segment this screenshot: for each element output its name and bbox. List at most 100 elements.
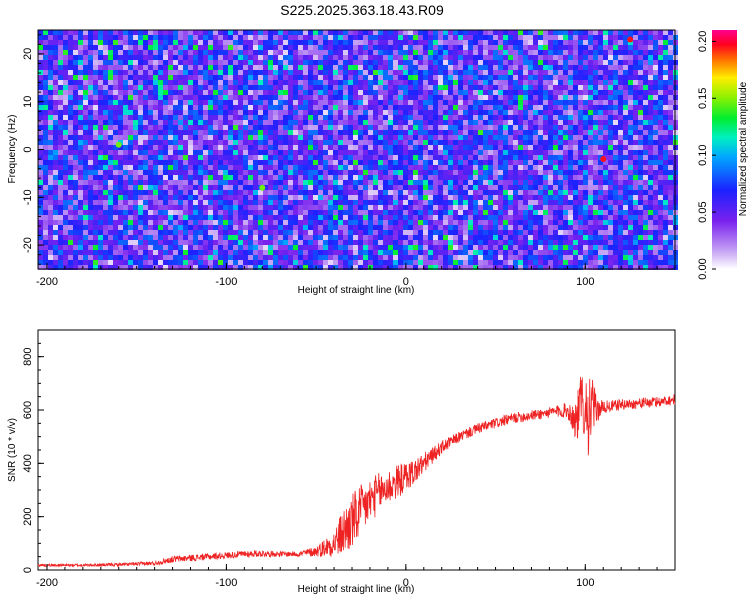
spectrogram-cell bbox=[43, 180, 48, 185]
spectrogram-cell bbox=[383, 95, 388, 100]
spectrogram-cell bbox=[468, 175, 473, 180]
spectrogram-cell bbox=[303, 205, 308, 210]
spectrogram-cell bbox=[508, 175, 513, 180]
spectrogram-cell bbox=[398, 80, 403, 85]
spectrogram-cell bbox=[548, 185, 553, 190]
spectrogram-cell bbox=[368, 100, 373, 105]
spectrogram-cell bbox=[428, 30, 433, 35]
spectrogram-cell bbox=[488, 55, 493, 60]
spectrogram-cell bbox=[323, 75, 328, 80]
spectrogram-cell bbox=[198, 155, 203, 160]
spectrogram-cell bbox=[548, 100, 553, 105]
spectrogram-cell bbox=[543, 120, 548, 125]
spectrogram-cell bbox=[418, 95, 423, 100]
spectrogram-cell bbox=[573, 125, 578, 130]
spectrogram-cell bbox=[523, 40, 528, 45]
spectrogram-cell bbox=[468, 50, 473, 55]
spectrogram-cell bbox=[58, 205, 63, 210]
spectrogram-cell bbox=[178, 75, 183, 80]
spectrogram-cell bbox=[668, 210, 673, 215]
spectrogram-cell bbox=[53, 125, 58, 130]
spectrogram-cell bbox=[568, 30, 573, 35]
spectrogram-cell bbox=[203, 85, 208, 90]
spectrogram-cell bbox=[168, 185, 173, 190]
spectrogram-cell bbox=[543, 205, 548, 210]
spectrogram-cell bbox=[373, 130, 378, 135]
spectrogram-cell bbox=[598, 130, 603, 135]
spectrogram-cell bbox=[258, 125, 263, 130]
spectrogram-cell bbox=[208, 75, 213, 80]
spectrogram-cell bbox=[388, 220, 393, 225]
spectrogram-cell bbox=[308, 135, 313, 140]
spectrogram-cell bbox=[78, 110, 83, 115]
spectrogram-cell bbox=[68, 90, 73, 95]
spectrogram-cell bbox=[173, 220, 178, 225]
spectrogram-cell bbox=[348, 50, 353, 55]
spectrogram-cell bbox=[438, 130, 443, 135]
spectrogram-cell bbox=[288, 30, 293, 35]
spectrogram-cell bbox=[48, 120, 53, 125]
spectrogram-cell bbox=[178, 95, 183, 100]
spectrogram-cell bbox=[43, 215, 48, 220]
spectrogram-cell bbox=[328, 80, 333, 85]
spectrogram-cell bbox=[378, 115, 383, 120]
spectrogram-cell bbox=[288, 190, 293, 195]
spectrogram-cell bbox=[303, 140, 308, 145]
spectrogram-cell bbox=[318, 50, 323, 55]
spectrogram-cell bbox=[158, 220, 163, 225]
spectrogram-cell bbox=[608, 140, 613, 145]
spectrogram-cell bbox=[633, 105, 638, 110]
spectrogram-cell bbox=[513, 55, 518, 60]
spectrogram-cell bbox=[358, 100, 363, 105]
spectrogram-cell bbox=[108, 105, 113, 110]
spectrogram-cell bbox=[623, 60, 628, 65]
spectrogram-cell bbox=[608, 115, 613, 120]
spectrogram-cell bbox=[73, 175, 78, 180]
spectrogram-cell bbox=[613, 195, 618, 200]
spectrogram-cell bbox=[363, 155, 368, 160]
spectrogram-cell bbox=[638, 55, 643, 60]
spectrogram-cell bbox=[188, 65, 193, 70]
spectrogram-cell bbox=[158, 170, 163, 175]
spectrogram-cell bbox=[613, 115, 618, 120]
spectrogram-cell bbox=[123, 60, 128, 65]
spectrogram-cell bbox=[593, 85, 598, 90]
spectrogram-cell bbox=[353, 145, 358, 150]
spectrogram-cell bbox=[148, 210, 153, 215]
spectrogram-cell bbox=[368, 145, 373, 150]
spectrogram-cell bbox=[378, 150, 383, 155]
spectrogram-cell bbox=[493, 60, 498, 65]
spectrogram-cell bbox=[248, 115, 253, 120]
spectrogram-cell bbox=[503, 145, 508, 150]
spectrogram-cell bbox=[163, 220, 168, 225]
spectrogram-cell bbox=[633, 210, 638, 215]
spectrogram-cell bbox=[238, 55, 243, 60]
spectrogram-cell bbox=[278, 30, 283, 35]
spectrogram-cell bbox=[478, 35, 483, 40]
spectrogram-cell bbox=[303, 60, 308, 65]
spectrogram-cell bbox=[628, 155, 633, 160]
spectrogram-cell bbox=[543, 65, 548, 70]
spectrogram-cell bbox=[618, 180, 623, 185]
spectrogram-cell bbox=[293, 75, 298, 80]
spectrogram-cell bbox=[378, 75, 383, 80]
spectrogram-cell bbox=[88, 175, 93, 180]
spectrogram-cell bbox=[403, 85, 408, 90]
spectrogram-cell bbox=[183, 180, 188, 185]
spectrogram-cell bbox=[228, 145, 233, 150]
spectrogram-cell bbox=[298, 220, 303, 225]
spectrogram-cell bbox=[403, 30, 408, 35]
spectrogram-cell bbox=[603, 30, 608, 35]
spectrogram-cell bbox=[578, 195, 583, 200]
spectrogram-cell bbox=[368, 35, 373, 40]
spectrogram-cell bbox=[303, 135, 308, 140]
spectrogram-cell bbox=[168, 160, 173, 165]
spectrogram-cell bbox=[268, 125, 273, 130]
spectrogram-cell bbox=[488, 175, 493, 180]
spectrogram-cell bbox=[393, 170, 398, 175]
spectrogram-cell bbox=[163, 195, 168, 200]
spectrogram-cell bbox=[58, 215, 63, 220]
spectrogram-cell bbox=[428, 150, 433, 155]
spectrogram-cell bbox=[548, 110, 553, 115]
spectrogram-cell bbox=[318, 165, 323, 170]
